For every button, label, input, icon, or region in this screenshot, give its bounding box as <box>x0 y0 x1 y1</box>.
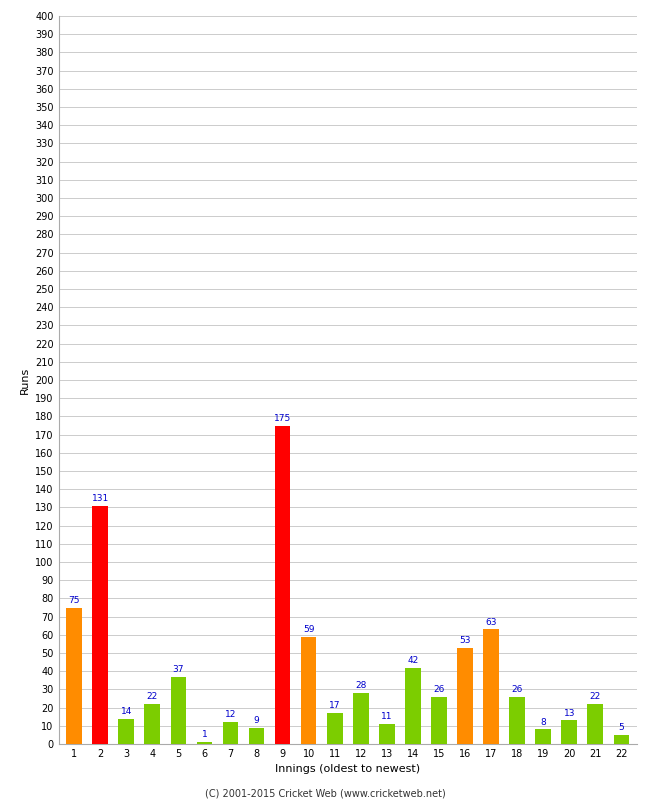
Bar <box>614 735 629 744</box>
Text: 59: 59 <box>303 625 315 634</box>
Bar <box>249 728 265 744</box>
Text: 28: 28 <box>355 682 367 690</box>
X-axis label: Innings (oldest to newest): Innings (oldest to newest) <box>275 765 421 774</box>
Bar <box>275 426 291 744</box>
Text: 175: 175 <box>274 414 291 422</box>
Bar <box>562 720 577 744</box>
Bar <box>510 697 525 744</box>
Text: 22: 22 <box>147 692 158 702</box>
Bar <box>405 667 421 744</box>
Text: 17: 17 <box>329 702 341 710</box>
Text: 22: 22 <box>590 692 601 702</box>
Bar <box>66 607 82 744</box>
Bar <box>144 704 160 744</box>
Text: 26: 26 <box>434 685 445 694</box>
Text: 11: 11 <box>381 712 393 722</box>
Bar <box>301 637 317 744</box>
Text: 1: 1 <box>202 730 207 739</box>
Text: 13: 13 <box>564 709 575 718</box>
Bar <box>483 630 499 744</box>
Bar <box>431 697 447 744</box>
Y-axis label: Runs: Runs <box>20 366 29 394</box>
Text: 42: 42 <box>408 656 419 665</box>
Bar <box>170 677 186 744</box>
Bar <box>92 506 108 744</box>
Bar <box>353 693 369 744</box>
Text: 8: 8 <box>540 718 546 726</box>
Text: 26: 26 <box>512 685 523 694</box>
Text: 14: 14 <box>120 706 132 716</box>
Text: 9: 9 <box>254 716 259 725</box>
Bar <box>588 704 603 744</box>
Text: (C) 2001-2015 Cricket Web (www.cricketweb.net): (C) 2001-2015 Cricket Web (www.cricketwe… <box>205 788 445 798</box>
Bar <box>327 713 343 744</box>
Bar <box>536 730 551 744</box>
Bar <box>223 722 239 744</box>
Text: 12: 12 <box>225 710 236 719</box>
Text: 131: 131 <box>92 494 109 503</box>
Text: 37: 37 <box>173 665 184 674</box>
Text: 5: 5 <box>619 723 624 732</box>
Bar <box>379 724 395 744</box>
Text: 53: 53 <box>460 636 471 645</box>
Bar <box>196 742 213 744</box>
Bar <box>457 647 473 744</box>
Bar <box>118 718 134 744</box>
Text: 63: 63 <box>486 618 497 626</box>
Text: 75: 75 <box>68 596 80 605</box>
